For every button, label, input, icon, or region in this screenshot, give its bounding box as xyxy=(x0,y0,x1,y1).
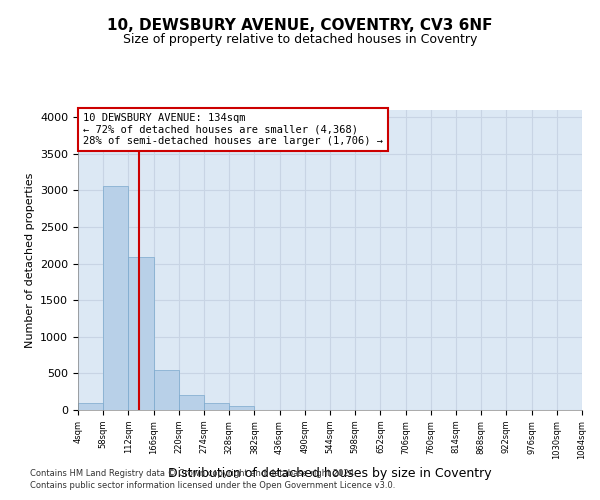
X-axis label: Distribution of detached houses by size in Coventry: Distribution of detached houses by size … xyxy=(168,467,492,480)
Bar xyxy=(78,402,103,410)
Text: Contains public sector information licensed under the Open Government Licence v3: Contains public sector information licen… xyxy=(30,481,395,490)
Bar xyxy=(154,370,179,410)
Bar xyxy=(128,257,154,410)
Text: Contains HM Land Registry data © Crown copyright and database right 2024.: Contains HM Land Registry data © Crown c… xyxy=(30,468,356,477)
Bar xyxy=(229,406,254,410)
Text: 10, DEWSBURY AVENUE, COVENTRY, CV3 6NF: 10, DEWSBURY AVENUE, COVENTRY, CV3 6NF xyxy=(107,18,493,32)
Text: Size of property relative to detached houses in Coventry: Size of property relative to detached ho… xyxy=(123,32,477,46)
Bar xyxy=(204,402,229,410)
Bar xyxy=(103,186,128,410)
Bar xyxy=(179,396,204,410)
Y-axis label: Number of detached properties: Number of detached properties xyxy=(25,172,35,348)
Text: 10 DEWSBURY AVENUE: 134sqm
← 72% of detached houses are smaller (4,368)
28% of s: 10 DEWSBURY AVENUE: 134sqm ← 72% of deta… xyxy=(83,113,383,146)
